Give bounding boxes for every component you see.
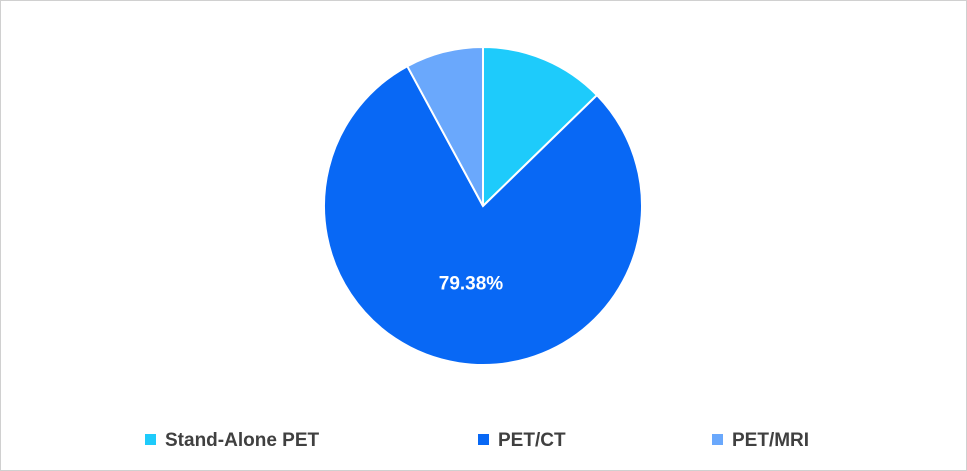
legend-label: Stand-Alone PET (165, 430, 320, 451)
pie-slice (323, 64, 643, 366)
pie-slice (482, 45, 599, 209)
legend-swatch (145, 434, 156, 445)
pie-slice (405, 45, 484, 207)
legend-swatch (712, 434, 723, 445)
data-label: 79.38% (439, 274, 504, 295)
legend-swatch (478, 434, 489, 445)
legend-label: PET/CT (498, 430, 566, 451)
legend-label: PET/MRI (732, 430, 809, 451)
